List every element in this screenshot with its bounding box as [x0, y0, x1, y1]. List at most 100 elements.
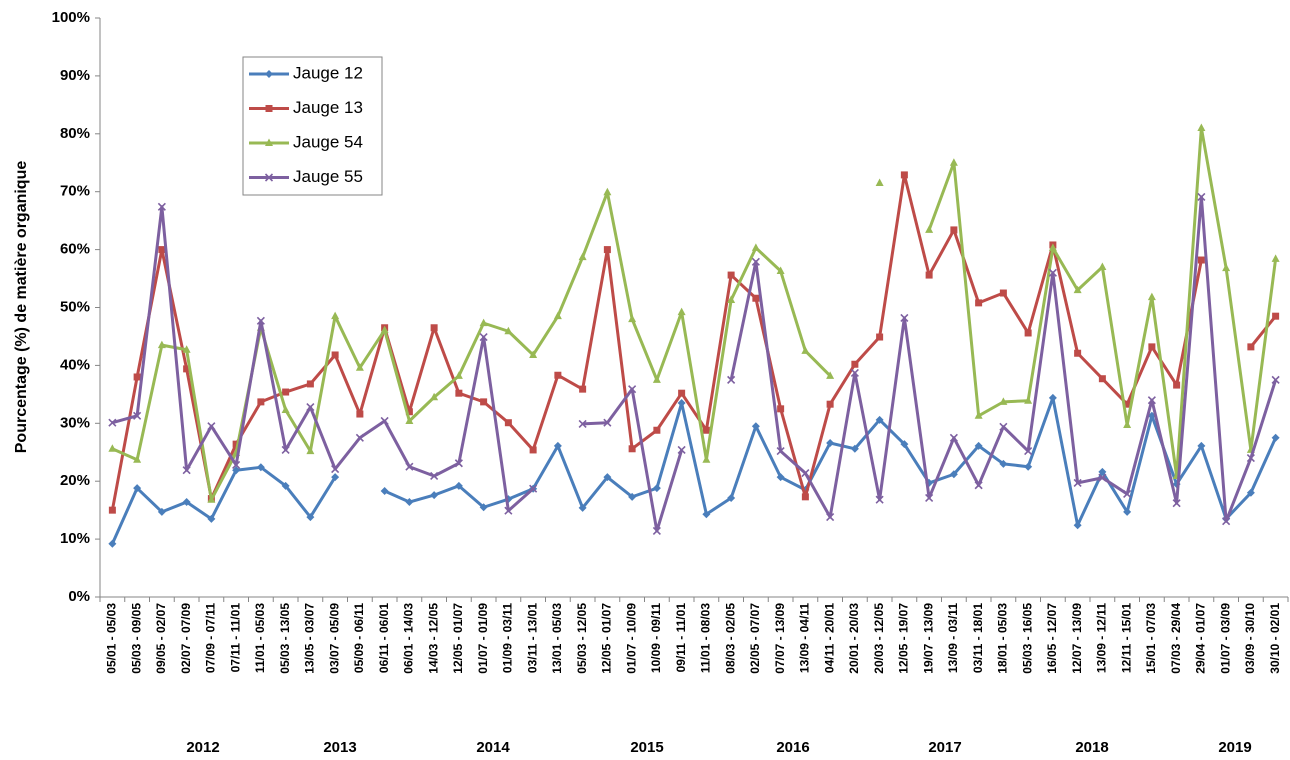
marker: [182, 345, 191, 353]
marker-shape: [158, 246, 166, 254]
marker-shape: [108, 539, 117, 548]
marker-shape: [999, 422, 1008, 431]
marker-shape: [133, 373, 141, 381]
marker: [851, 360, 859, 368]
marker-shape: [380, 325, 389, 334]
marker: [751, 422, 760, 431]
marker: [578, 419, 587, 428]
marker: [826, 400, 834, 408]
marker-shape: [1271, 375, 1280, 384]
marker: [157, 340, 166, 349]
y-tick-label: 90%: [60, 67, 90, 84]
marker: [1048, 268, 1057, 277]
legend-label: Jauge 54: [293, 132, 363, 151]
x-tick-label: 02/05 - 07/07: [748, 603, 762, 674]
marker-shape: [256, 316, 265, 325]
marker: [949, 158, 958, 166]
marker: [603, 187, 612, 196]
marker: [157, 202, 166, 211]
marker: [579, 385, 587, 393]
x-tick-label: 12/05 - 01/07: [600, 603, 614, 674]
marker-shape: [306, 403, 315, 412]
marker: [677, 445, 686, 454]
marker-shape: [776, 447, 785, 456]
year-label: 2013: [323, 739, 356, 756]
marker: [281, 405, 290, 413]
marker: [752, 294, 760, 302]
marker: [628, 492, 637, 501]
marker: [1147, 292, 1156, 301]
marker: [232, 440, 240, 448]
x-tick-label: 18/01 - 05/03: [996, 603, 1010, 674]
marker: [652, 375, 661, 383]
marker: [1271, 375, 1280, 384]
marker-shape: [776, 266, 785, 275]
marker-shape: [950, 226, 958, 234]
marker: [925, 493, 934, 503]
series-line: [111, 195, 1278, 533]
marker: [331, 473, 340, 482]
x-tick-label: 07/09 - 07/11: [204, 603, 218, 673]
marker-shape: [925, 493, 934, 503]
x-tick-label: 03/09 - 30/10: [1243, 603, 1257, 674]
marker: [603, 418, 612, 427]
marker-shape: [430, 471, 439, 481]
marker-shape: [1048, 243, 1057, 251]
y-tick-label: 10%: [60, 530, 90, 547]
marker-shape: [678, 389, 686, 397]
marker-shape: [1098, 262, 1107, 270]
marker: [1271, 433, 1280, 442]
marker: [776, 266, 785, 275]
marker: [331, 311, 340, 320]
marker-shape: [677, 445, 686, 454]
marker: [1123, 400, 1131, 408]
x-tick-label: 07/11 - 11/01: [228, 603, 242, 673]
marker-shape: [1147, 396, 1156, 405]
marker: [306, 403, 315, 412]
marker: [999, 422, 1008, 431]
marker: [1074, 349, 1082, 357]
marker-shape: [108, 418, 117, 427]
marker-shape: [331, 473, 340, 482]
marker-shape: [628, 492, 637, 501]
marker-shape: [405, 408, 413, 416]
marker-shape: [380, 487, 389, 496]
marker: [430, 491, 439, 500]
marker: [727, 295, 736, 303]
marker: [1123, 420, 1132, 429]
marker: [207, 495, 216, 503]
marker: [207, 514, 216, 523]
marker: [182, 466, 191, 475]
marker: [306, 513, 315, 522]
marker: [405, 416, 414, 424]
marker-shape: [182, 466, 191, 475]
x-tick-label: 01/07 - 10/09: [624, 603, 638, 674]
x-tick-label: 05/03 - 09/05: [129, 603, 143, 674]
marker-shape: [727, 493, 736, 502]
x-tick-label: 11/01 - 08/03: [699, 603, 713, 673]
marker-shape: [331, 351, 339, 359]
marker-shape: [826, 513, 835, 522]
marker: [454, 459, 463, 468]
marker-shape: [974, 481, 983, 490]
marker: [207, 422, 216, 431]
marker: [677, 399, 686, 408]
marker: [1123, 507, 1132, 516]
marker: [875, 495, 884, 504]
marker: [256, 463, 265, 472]
marker: [776, 473, 785, 482]
y-tick-label: 30%: [60, 414, 90, 431]
marker: [652, 484, 661, 493]
marker: [628, 385, 637, 394]
marker: [727, 375, 736, 384]
x-tick-label: 15/01 - 07/03: [1144, 603, 1158, 674]
x-tick-label: 03/11 - 13/01: [525, 603, 539, 673]
marker-shape: [1024, 447, 1033, 456]
marker: [430, 471, 439, 481]
marker-shape: [405, 416, 414, 424]
marker-shape: [1098, 473, 1107, 482]
marker: [157, 507, 166, 516]
marker: [232, 460, 241, 470]
marker: [1197, 441, 1206, 450]
marker: [900, 171, 908, 179]
